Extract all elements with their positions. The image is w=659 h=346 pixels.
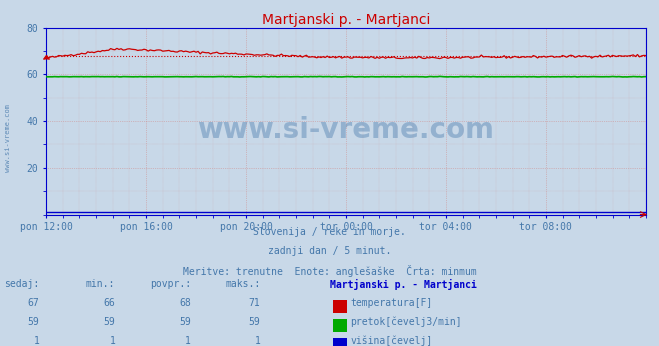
- Text: 67: 67: [28, 298, 40, 308]
- Text: pretok[čevelj3/min]: pretok[čevelj3/min]: [351, 317, 462, 327]
- Text: 1: 1: [185, 336, 191, 346]
- Text: povpr.:: povpr.:: [150, 279, 191, 289]
- Text: 59: 59: [103, 317, 115, 327]
- Text: sedaj:: sedaj:: [5, 279, 40, 289]
- Text: www.si-vreme.com: www.si-vreme.com: [198, 117, 494, 144]
- Text: Martjanski p. - Martjanci: Martjanski p. - Martjanci: [330, 279, 476, 290]
- Text: zadnji dan / 5 minut.: zadnji dan / 5 minut.: [268, 246, 391, 256]
- Text: 59: 59: [248, 317, 260, 327]
- Text: Meritve: trenutne  Enote: anglešaške  Črta: minmum: Meritve: trenutne Enote: anglešaške Črta…: [183, 265, 476, 277]
- Text: 1: 1: [109, 336, 115, 346]
- Text: www.si-vreme.com: www.si-vreme.com: [5, 104, 11, 172]
- Text: 1: 1: [34, 336, 40, 346]
- Text: Slovenija / reke in morje.: Slovenija / reke in morje.: [253, 227, 406, 237]
- Text: 71: 71: [248, 298, 260, 308]
- Text: temperatura[F]: temperatura[F]: [351, 298, 433, 308]
- Title: Martjanski p. - Martjanci: Martjanski p. - Martjanci: [262, 12, 430, 27]
- Text: 66: 66: [103, 298, 115, 308]
- Text: 1: 1: [254, 336, 260, 346]
- Text: višina[čevelj]: višina[čevelj]: [351, 336, 433, 346]
- Text: 59: 59: [28, 317, 40, 327]
- Text: maks.:: maks.:: [225, 279, 260, 289]
- Text: 68: 68: [179, 298, 191, 308]
- Text: min.:: min.:: [86, 279, 115, 289]
- Text: 59: 59: [179, 317, 191, 327]
